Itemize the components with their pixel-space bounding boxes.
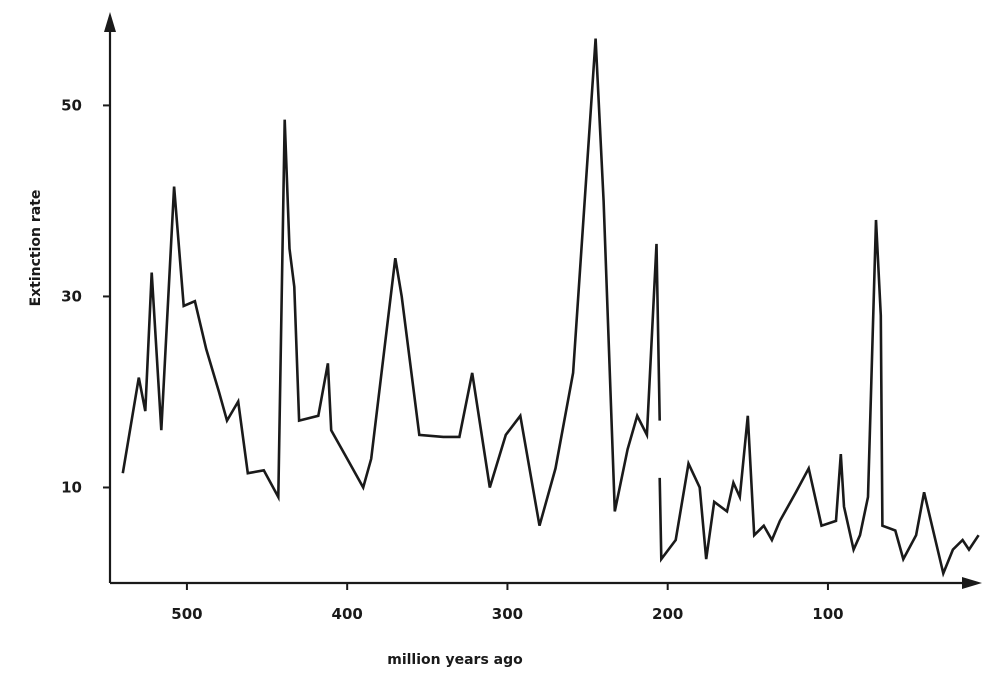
y-axis-title: Extinction rate <box>28 190 44 307</box>
x-tick-label: 200 <box>652 605 683 623</box>
y-tick-label: 30 <box>61 287 82 305</box>
x-axis-title: million years ago <box>387 652 523 668</box>
series-line-segment <box>121 38 661 527</box>
x-ticks: 500 400 300 200 100 <box>171 583 844 623</box>
y-tick-label: 50 <box>61 96 82 114</box>
y-tick-label: 10 <box>61 478 82 496</box>
axes <box>104 12 982 589</box>
y-axis-arrowhead <box>104 12 116 32</box>
extinction-rate-series <box>121 38 980 578</box>
x-axis-arrowhead <box>962 577 982 589</box>
x-tick-label: 400 <box>332 605 363 623</box>
y-ticks: 10 30 50 <box>61 96 110 496</box>
series-line-segment <box>658 219 980 578</box>
x-tick-label: 100 <box>812 605 843 623</box>
x-tick-label: 500 <box>171 605 202 623</box>
x-tick-label: 300 <box>492 605 523 623</box>
